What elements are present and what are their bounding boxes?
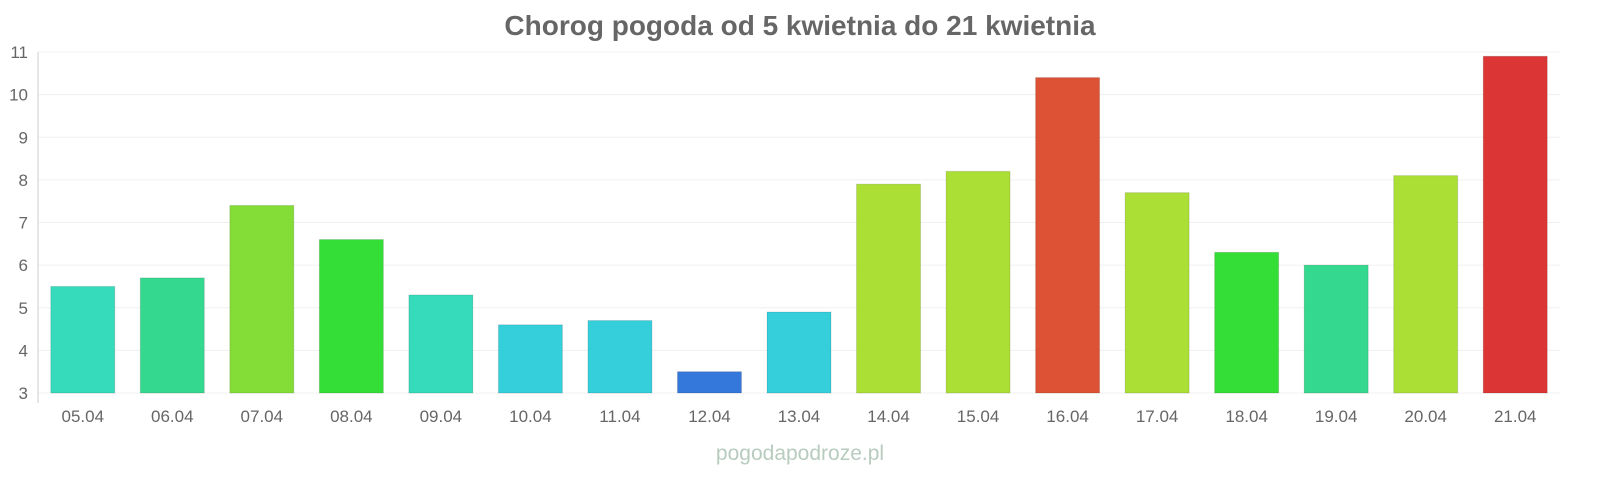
bar xyxy=(1303,264,1369,394)
bar xyxy=(229,204,295,394)
bar xyxy=(1393,175,1459,394)
bar xyxy=(50,285,116,394)
bar xyxy=(1124,192,1190,394)
x-tick-label: 20.04 xyxy=(1404,407,1447,426)
x-tick-label: 19.04 xyxy=(1315,407,1358,426)
x-tick-label: 12.04 xyxy=(688,407,731,426)
bar xyxy=(766,311,832,394)
bar xyxy=(1482,55,1548,394)
y-tick-label: 8 xyxy=(19,171,28,190)
y-tick-label: 4 xyxy=(19,341,28,360)
bar xyxy=(408,294,474,394)
y-tick-label: 10 xyxy=(9,86,28,105)
bar xyxy=(1214,251,1280,394)
y-tick-label: 11 xyxy=(10,43,28,62)
source-watermark: pogodapodroze.pl xyxy=(715,442,885,465)
y-tick-label: 9 xyxy=(19,128,28,147)
x-tick-label: 15.04 xyxy=(957,407,1000,426)
y-tick-label: 7 xyxy=(19,214,28,233)
x-tick-label: 07.04 xyxy=(241,407,284,426)
y-tick-label: 5 xyxy=(19,299,28,318)
x-tick-label: 21.04 xyxy=(1494,407,1537,426)
bar xyxy=(139,277,205,394)
bar xyxy=(587,320,653,394)
bar xyxy=(1035,77,1101,394)
x-tick-label: 06.04 xyxy=(151,407,194,426)
x-tick-label: 10.04 xyxy=(509,407,552,426)
x-tick-label: 09.04 xyxy=(420,407,463,426)
x-tick-label: 14.04 xyxy=(867,407,910,426)
y-tick-label: 3 xyxy=(19,384,28,403)
y-tick-label: 6 xyxy=(19,256,28,275)
bar xyxy=(497,324,563,394)
x-tick-label: 18.04 xyxy=(1225,407,1268,426)
x-tick-label: 17.04 xyxy=(1136,407,1179,426)
x-tick-label: 13.04 xyxy=(778,407,821,426)
bar xyxy=(856,183,922,394)
bar xyxy=(318,239,384,394)
bar xyxy=(676,371,742,394)
x-tick-label: 16.04 xyxy=(1046,407,1089,426)
x-tick-label: 08.04 xyxy=(330,407,373,426)
x-tick-label: 05.04 xyxy=(61,407,104,426)
chart-title: Chorog pogoda od 5 kwietnia do 21 kwietn… xyxy=(504,10,1096,41)
bar xyxy=(945,170,1011,394)
x-tick-label: 11.04 xyxy=(599,407,640,426)
